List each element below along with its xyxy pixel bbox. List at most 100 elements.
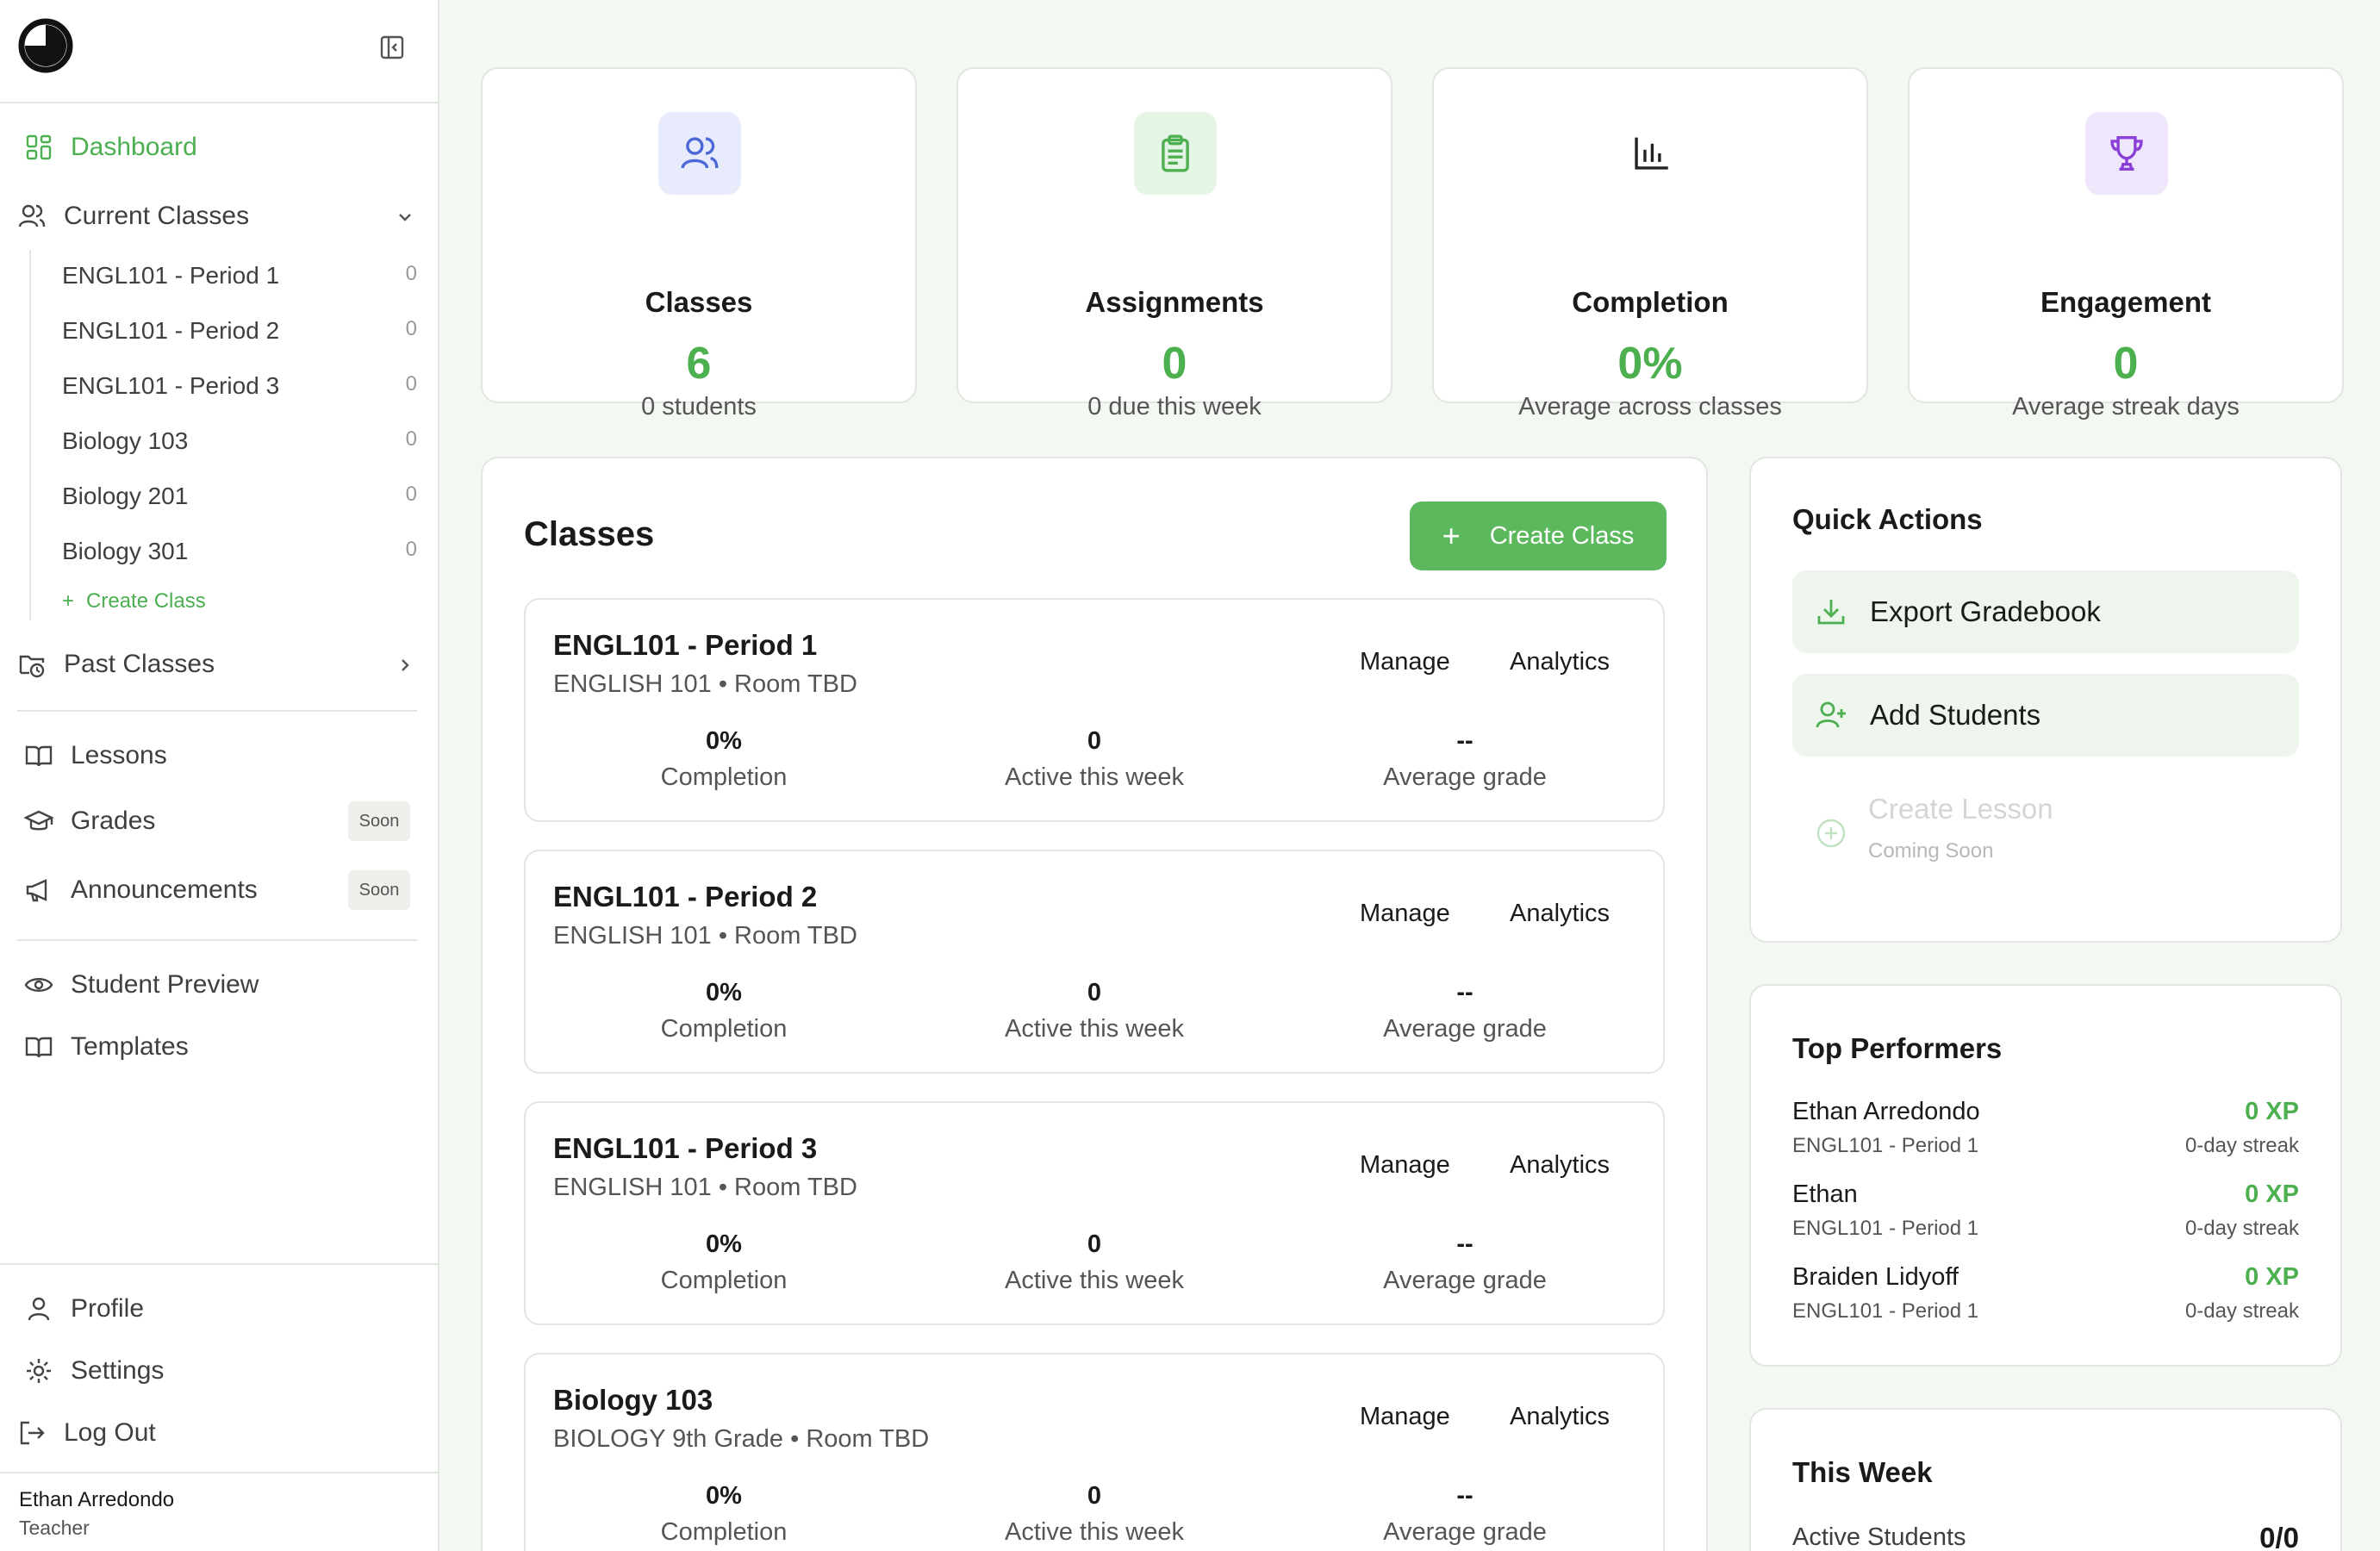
user-icon <box>28 1297 50 1321</box>
sidebar-class-item[interactable]: Biology 201 0 <box>62 483 417 510</box>
sidebar-class-item[interactable]: ENGL101 - Period 3 0 <box>62 372 417 400</box>
nav-announcements[interactable]: Announcements <box>24 875 258 905</box>
this-week-panel: This Week Active Students 0/0 <box>1749 1408 2342 1551</box>
chevron-right-icon[interactable] <box>396 657 414 674</box>
class-active-label: Active this week <box>1005 1518 1184 1546</box>
class-active-value: 0 <box>1087 979 1102 1006</box>
class-completion-label: Completion <box>660 1267 788 1294</box>
manage-button[interactable]: Manage <box>1360 1403 1450 1430</box>
app-logo-icon[interactable] <box>17 17 74 74</box>
class-meta: ENGLISH 101 • Room TBD <box>553 922 857 950</box>
nav-grades[interactable]: Grades <box>24 807 155 836</box>
stat-card-completion: Completion 0% Average across classes <box>1432 67 1868 420</box>
user-plus-icon <box>1816 701 1846 728</box>
analytics-button[interactable]: Analytics <box>1510 648 1611 676</box>
class-active-label: Active this week <box>1005 763 1184 791</box>
class-completion-value: 0% <box>706 727 742 755</box>
nav-settings-label: Settings <box>71 1356 165 1385</box>
active-students-label: Active Students <box>1792 1523 1966 1551</box>
stat-value: 0% <box>1617 339 1683 389</box>
sidebar-class-item[interactable]: ENGL101 - Period 2 0 <box>62 317 417 345</box>
class-active: 0 Active this week <box>965 1230 1224 1295</box>
soon-badge: Soon <box>348 870 410 910</box>
analytics-button[interactable]: Analytics <box>1510 1403 1611 1430</box>
class-completion-label: Completion <box>660 763 788 791</box>
nav-dashboard-label: Dashboard <box>71 133 197 161</box>
class-completion-value: 0% <box>706 1230 742 1258</box>
classes-panel: Classes + Create Class ENGL101 - Period … <box>481 457 1708 1551</box>
sidebar-class-item[interactable]: Biology 301 0 <box>62 538 417 565</box>
sidebar: Dashboard Current Classes ENGL101 - Peri… <box>0 0 439 1551</box>
chevron-down-icon[interactable] <box>396 209 414 226</box>
create-class-button[interactable]: + Create Class <box>1410 501 1667 570</box>
nav-lessons[interactable]: Lessons <box>24 741 167 770</box>
nav-templates[interactable]: Templates <box>24 1032 189 1062</box>
stat-label: Engagement <box>2040 286 2212 318</box>
class-grade: -- Average grade <box>1336 1230 1594 1295</box>
download-icon <box>1817 600 1845 625</box>
nav-student-preview[interactable]: Student Preview <box>24 970 259 1000</box>
nav-profile[interactable]: Profile <box>24 1294 144 1324</box>
class-meta: BIOLOGY 9th Grade • Room TBD <box>553 1425 930 1453</box>
manage-button[interactable]: Manage <box>1360 900 1450 927</box>
graduation-cap-icon <box>24 810 53 831</box>
current-user-name: Ethan Arredondo <box>19 1488 175 1511</box>
quick-actions-panel: Quick Actions Export Gradebook Add Stude… <box>1749 457 2342 943</box>
stat-badge <box>2085 112 2168 195</box>
class-card[interactable]: ENGL101 - Period 2 ENGLISH 101 • Room TB… <box>524 850 1665 1074</box>
class-active-value: 0 <box>1087 727 1102 755</box>
nav-past-classes[interactable]: Past Classes <box>17 650 417 679</box>
sidebar-collapse-icon[interactable] <box>379 34 405 60</box>
book-open-icon <box>25 1037 53 1058</box>
performer-streak: 0-day streak <box>2184 1134 2299 1157</box>
classes-panel-title: Classes <box>524 515 655 553</box>
nav-log-out[interactable]: Log Out <box>17 1418 156 1448</box>
eye-icon <box>24 978 53 992</box>
this-week-title: This Week <box>1792 1456 1933 1488</box>
class-active: 0 Active this week <box>965 727 1224 792</box>
analytics-button[interactable]: Analytics <box>1510 900 1611 927</box>
sidebar-create-class[interactable]: + Create Class <box>62 589 206 614</box>
nav-log-out-label: Log Out <box>64 1418 156 1447</box>
nav-student-preview-label: Student Preview <box>71 970 259 999</box>
nav-current-classes[interactable]: Current Classes <box>17 202 417 231</box>
stat-value: 6 <box>686 339 712 389</box>
class-card[interactable]: ENGL101 - Period 3 ENGLISH 101 • Room TB… <box>524 1101 1665 1325</box>
sidebar-class-count: 0 <box>405 538 417 561</box>
class-completion: 0% Completion <box>595 979 853 1043</box>
stat-badge <box>658 112 741 195</box>
manage-button[interactable]: Manage <box>1360 648 1450 676</box>
manage-button[interactable]: Manage <box>1360 1151 1450 1179</box>
class-meta: ENGLISH 101 • Room TBD <box>553 1174 857 1201</box>
sidebar-class-label: Biology 103 <box>62 427 189 454</box>
users-icon <box>18 204 46 227</box>
coming-soon-label: Coming Soon <box>1868 839 1994 863</box>
class-grade-label: Average grade <box>1383 1518 1547 1546</box>
performer-name: Braiden Lidyoff <box>1792 1263 1959 1291</box>
active-students-value: 0/0 <box>2259 1522 2299 1551</box>
nav-dashboard[interactable]: Dashboard <box>24 133 197 162</box>
nav-settings[interactable]: Settings <box>24 1356 164 1386</box>
performer-streak: 0-day streak <box>2184 1299 2299 1323</box>
sidebar-class-count: 0 <box>405 427 417 451</box>
stat-card-engagement: Engagement 0 Average streak days <box>1908 67 2344 420</box>
stat-badge <box>1610 112 1692 195</box>
sidebar-class-count: 0 <box>405 372 417 396</box>
analytics-button[interactable]: Analytics <box>1510 1151 1611 1179</box>
export-gradebook-button[interactable]: Export Gradebook <box>1792 570 2299 653</box>
stat-subtext: 0 students <box>641 393 757 420</box>
class-card[interactable]: ENGL101 - Period 1 ENGLISH 101 • Room TB… <box>524 598 1665 822</box>
sidebar-class-count: 0 <box>405 262 417 285</box>
create-class-button-label: Create Class <box>1489 521 1635 550</box>
add-students-label: Add Students <box>1870 699 2041 731</box>
class-completion-label: Completion <box>660 1518 788 1546</box>
add-students-button[interactable]: Add Students <box>1792 674 2299 757</box>
stat-card-classes: Classes 6 0 students <box>481 67 917 420</box>
sidebar-class-item[interactable]: Biology 103 0 <box>62 427 417 455</box>
sidebar-divider <box>0 1472 438 1473</box>
class-completion: 0% Completion <box>595 1230 853 1295</box>
class-card[interactable]: Biology 103 BIOLOGY 9th Grade • Room TBD… <box>524 1353 1665 1551</box>
nav-current-classes-label: Current Classes <box>64 202 250 230</box>
sidebar-class-item[interactable]: ENGL101 - Period 1 0 <box>62 262 417 290</box>
top-performers-panel: Top Performers Ethan Arredondo ENGL101 -… <box>1749 984 2342 1367</box>
